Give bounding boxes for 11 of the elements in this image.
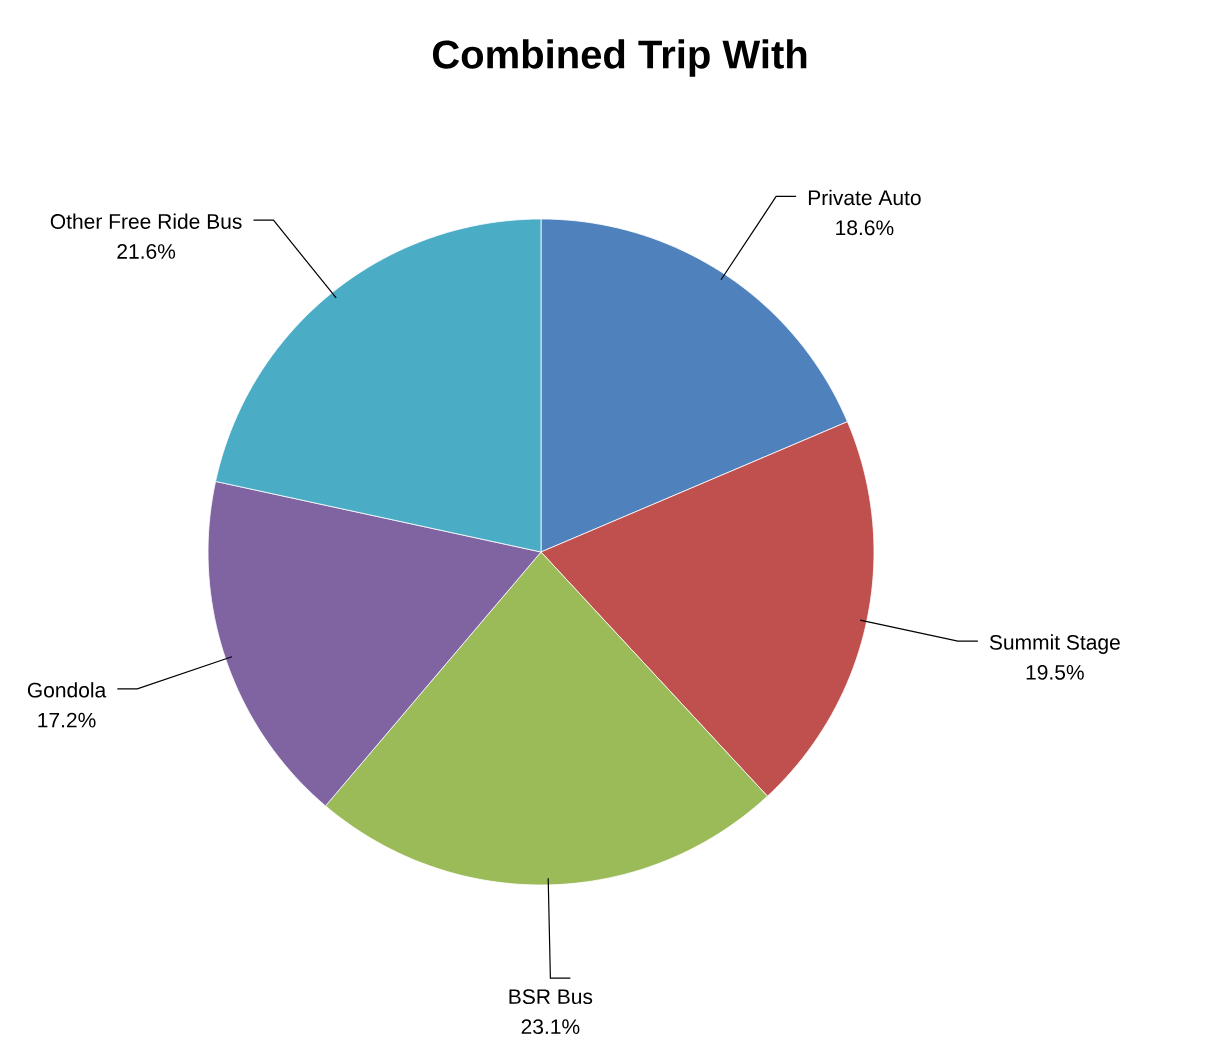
data-label: 23.1% [521,1019,580,1035]
data-label: 18.6% [836,220,894,236]
slice-label: Other Free Ride Bus [50,213,242,229]
data-label: 17.2% [38,712,96,728]
slice-label: Summit Stage [989,634,1120,654]
data-label: 19.5% [1026,664,1084,680]
slice-label: Gondola [27,682,107,698]
slice-label: Private Auto [808,189,921,206]
chart-title: Combined Trip With [432,39,807,77]
data-label: 21.6% [117,244,176,259]
slice-label: BSR Bus [509,989,593,1005]
